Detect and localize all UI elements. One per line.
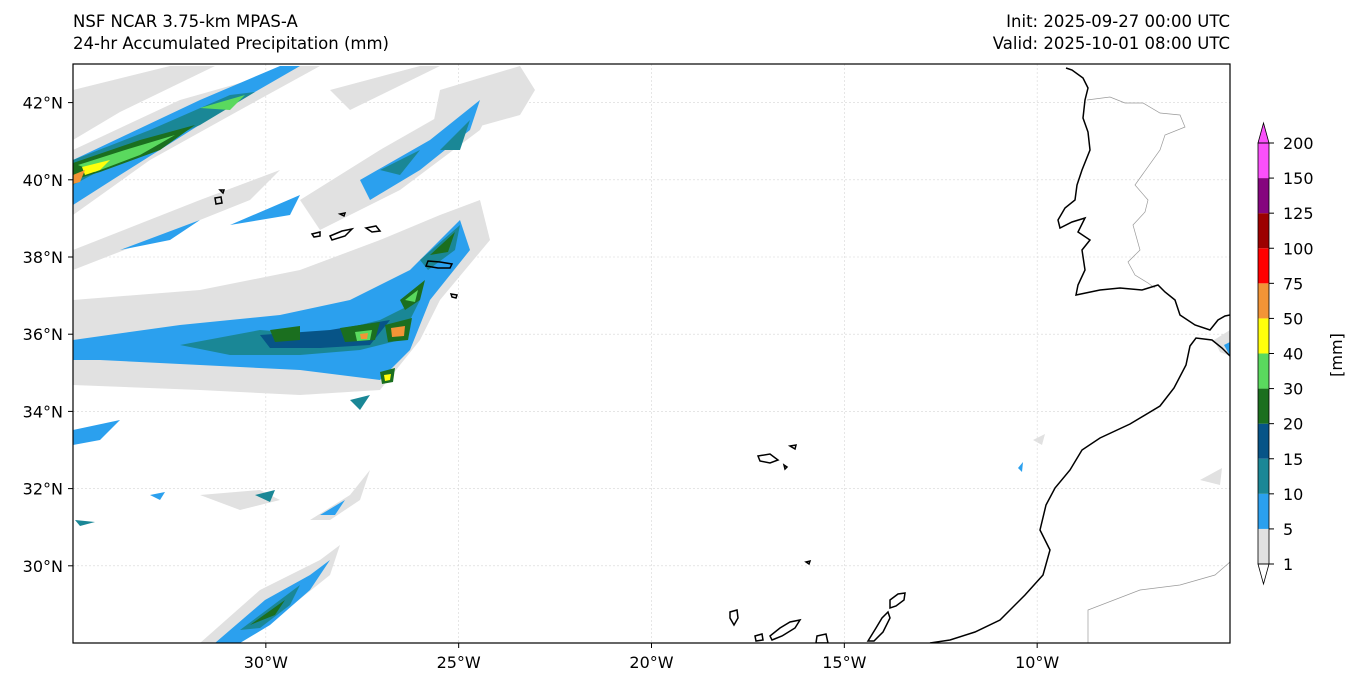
azores-sao-miguel xyxy=(424,260,454,269)
colorbar-swatch xyxy=(1258,353,1269,389)
precipitation-field xyxy=(73,66,1230,643)
colorbar-swatch xyxy=(1258,528,1269,564)
colorbar-tick-label: 20 xyxy=(1283,415,1303,434)
azores-pico xyxy=(310,231,321,238)
lon-tick-label: 20°W xyxy=(629,653,673,672)
coastlines xyxy=(214,67,1230,643)
azores-sao-jorge xyxy=(328,227,355,241)
canary-lanzarote xyxy=(889,592,906,610)
lon-tick-label: 15°W xyxy=(822,653,866,672)
iberia-coast xyxy=(1057,67,1230,331)
desertas xyxy=(782,463,789,471)
azores-flores xyxy=(214,196,223,205)
colorbar-tick-label: 50 xyxy=(1283,309,1303,328)
colorbar-tick-label: 150 xyxy=(1283,169,1314,188)
colorbar-tick-label: 100 xyxy=(1283,239,1314,258)
colorbar-tick-label: 1 xyxy=(1283,555,1293,574)
colorbar-swatch xyxy=(1258,178,1269,214)
field-title: 24-hr Accumulated Precipitation (mm) xyxy=(73,34,389,53)
lon-tick-label: 25°W xyxy=(437,653,481,672)
colorbar-extend-min xyxy=(1257,563,1270,586)
lon-tick-label: 10°W xyxy=(1015,653,1059,672)
colorbar-tick-label: 5 xyxy=(1283,520,1293,539)
canary-la-palma xyxy=(729,609,739,627)
colorbar-tick-label: 75 xyxy=(1283,274,1303,293)
azores-corvo xyxy=(218,189,226,195)
model-title: NSF NCAR 3.75-km MPAS-A xyxy=(73,12,298,31)
colorbar-tick-label: 15 xyxy=(1283,450,1303,469)
colorbar-swatch xyxy=(1258,143,1269,179)
colorbar-swatch xyxy=(1258,248,1269,284)
porto-santo xyxy=(787,444,798,451)
colorbar-tick-label: 40 xyxy=(1283,345,1303,364)
longitude-axis: 30°W 25°W 20°W 15°W 10°W xyxy=(244,643,1059,672)
azores-santa-maria xyxy=(449,293,458,299)
valid-time: Valid: 2025-10-01 08:00 UTC xyxy=(992,34,1230,53)
colorbar-swatch xyxy=(1258,423,1269,459)
colorbar-swatch xyxy=(1258,388,1269,424)
lat-tick-label: 38°N xyxy=(23,248,63,267)
colorbar-swatch xyxy=(1258,458,1269,494)
precip-streaks-upper xyxy=(73,66,535,270)
colorbar-extend-max xyxy=(1257,121,1270,144)
colorbar-tick-label: 200 xyxy=(1283,134,1314,153)
init-time: Init: 2025-09-27 00:00 UTC xyxy=(1006,12,1230,31)
precip-band-southwest xyxy=(75,470,370,643)
colorbar-swatch xyxy=(1258,493,1269,529)
lat-tick-label: 30°N xyxy=(23,557,63,576)
lat-tick-label: 32°N xyxy=(23,480,63,499)
selvagens xyxy=(804,559,812,566)
africa-coast xyxy=(929,337,1230,643)
lon-tick-label: 30°W xyxy=(244,653,288,672)
colorbar-swatch xyxy=(1258,213,1269,249)
azores-terceira xyxy=(364,225,382,233)
lat-tick-label: 36°N xyxy=(23,325,63,344)
canary-tenerife xyxy=(769,618,802,641)
madeira xyxy=(756,453,780,464)
map-area xyxy=(73,64,1230,643)
colorbar-tick-label: 30 xyxy=(1283,380,1303,399)
colorbar-tick-label: 125 xyxy=(1283,204,1314,223)
country-borders xyxy=(1086,96,1230,643)
lat-tick-label: 34°N xyxy=(23,402,63,421)
title-left: NSF NCAR 3.75-km MPAS-A 24-hr Accumulate… xyxy=(73,11,389,55)
colorbar-tick-label: 10 xyxy=(1283,485,1303,504)
precip-patches-east xyxy=(1018,330,1230,485)
colorbar-swatch xyxy=(1258,283,1269,319)
lat-tick-label: 40°N xyxy=(23,171,63,190)
canary-gran-canaria xyxy=(815,633,829,643)
canary-la-gomera xyxy=(754,633,764,642)
colorbar-unit-label: [mm] xyxy=(1327,333,1346,377)
precip-band-main xyxy=(73,200,490,445)
canary-fuerteventura xyxy=(866,610,891,642)
azores-graciosa xyxy=(337,212,347,218)
colorbar-swatch xyxy=(1258,318,1269,354)
precip-band-northwest xyxy=(73,66,320,215)
lat-tick-label: 42°N xyxy=(23,94,63,113)
title-right: Init: 2025-09-27 00:00 UTC Valid: 2025-1… xyxy=(993,11,1230,55)
latitude-axis: 42°N 40°N 38°N 36°N 34°N 32°N 30°N xyxy=(23,94,73,576)
